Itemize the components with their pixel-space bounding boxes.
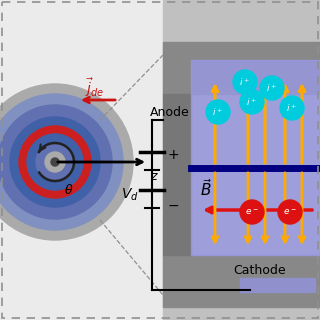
Text: Cathode: Cathode xyxy=(234,263,286,276)
Text: Anode: Anode xyxy=(150,106,190,118)
Text: $i^+$: $i^+$ xyxy=(267,82,277,94)
Text: +: + xyxy=(167,148,179,162)
Circle shape xyxy=(278,200,302,224)
Circle shape xyxy=(0,105,112,219)
Bar xyxy=(163,94,191,255)
Circle shape xyxy=(0,84,133,240)
Text: $i^+$: $i^+$ xyxy=(212,106,223,118)
Circle shape xyxy=(280,96,304,120)
Circle shape xyxy=(45,152,65,172)
Text: $i^+$: $i^+$ xyxy=(239,76,251,88)
Bar xyxy=(191,60,320,255)
Text: $\vec{j}_{de}$: $\vec{j}_{de}$ xyxy=(85,77,105,99)
Text: $-$: $-$ xyxy=(167,198,179,212)
Bar xyxy=(163,42,320,94)
Bar xyxy=(163,255,320,307)
Circle shape xyxy=(240,90,264,114)
Text: $V_d$: $V_d$ xyxy=(121,187,139,203)
Circle shape xyxy=(260,76,284,100)
Bar xyxy=(240,278,315,292)
Circle shape xyxy=(27,134,83,190)
Text: $\vec{B}$: $\vec{B}$ xyxy=(200,178,212,199)
Bar xyxy=(163,0,320,320)
Circle shape xyxy=(206,100,230,124)
Text: $i^+$: $i^+$ xyxy=(246,96,258,108)
Text: $e^-$: $e^-$ xyxy=(245,207,259,217)
Circle shape xyxy=(233,70,257,94)
Circle shape xyxy=(0,94,123,230)
Circle shape xyxy=(19,126,91,198)
Circle shape xyxy=(36,143,74,181)
Circle shape xyxy=(51,158,59,166)
Text: $i^+$: $i^+$ xyxy=(286,102,298,114)
Circle shape xyxy=(10,117,100,207)
Text: $\theta$: $\theta$ xyxy=(64,183,74,197)
Circle shape xyxy=(240,200,264,224)
Text: $e^-$: $e^-$ xyxy=(283,207,297,217)
Text: $z$: $z$ xyxy=(150,170,159,183)
